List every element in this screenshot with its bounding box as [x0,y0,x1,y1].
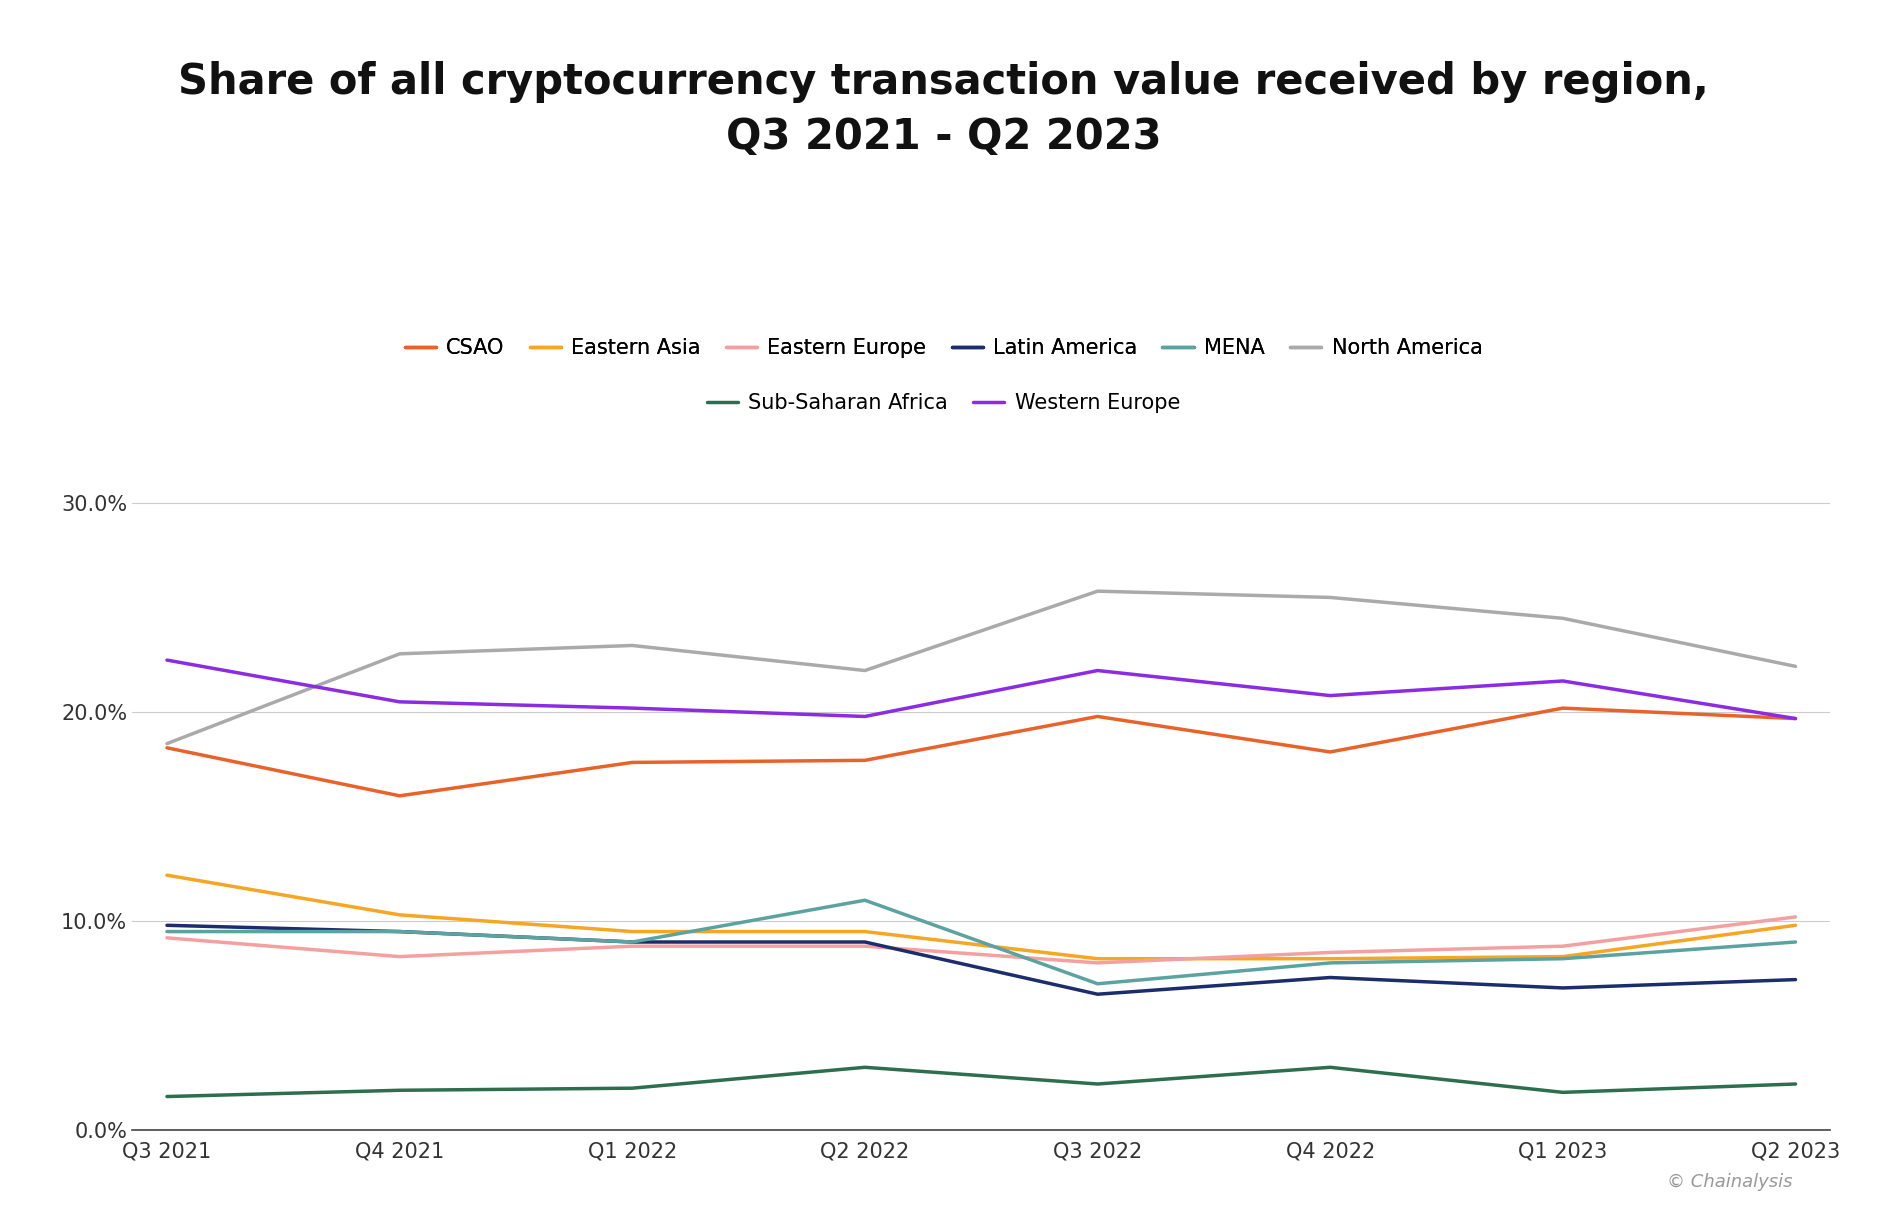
Latin America [853,934,876,949]
North America [621,638,643,652]
Latin America [1319,971,1342,985]
Eastern Europe [155,931,177,945]
Eastern Asia [1319,951,1342,966]
MENA [1319,955,1342,970]
CSAO [389,789,411,803]
CSAO [1551,701,1574,716]
Line: Eastern Europe: Eastern Europe [166,917,1796,962]
CSAO [621,755,643,770]
Eastern Europe [1087,955,1110,970]
Sub-Saharan Africa [1319,1059,1342,1074]
Eastern Europe [621,939,643,954]
North America [155,736,177,751]
Eastern Asia [853,925,876,939]
Line: MENA: MENA [166,900,1796,984]
Text: Share of all cryptocurrency transaction value received by region,
Q3 2021 - Q2 2: Share of all cryptocurrency transaction … [177,61,1710,158]
Western Europe [853,710,876,724]
Western Europe [1785,711,1808,725]
Sub-Saharan Africa [1551,1085,1574,1100]
Western Europe [389,695,411,710]
Eastern Asia [155,868,177,882]
Western Europe [1319,688,1342,702]
Eastern Europe [853,939,876,954]
CSAO [155,740,177,755]
MENA [1785,934,1808,949]
Legend: Sub-Saharan Africa, Western Europe: Sub-Saharan Africa, Western Europe [708,394,1179,413]
Eastern Asia [1551,949,1574,963]
North America [853,663,876,678]
Eastern Asia [1087,951,1110,966]
MENA [621,934,643,949]
CSAO [1087,710,1110,724]
Eastern Europe [1551,939,1574,954]
Western Europe [1551,673,1574,688]
Eastern Europe [389,949,411,963]
Line: Latin America: Latin America [166,926,1796,994]
Latin America [155,919,177,933]
Latin America [1785,972,1808,987]
CSAO [1785,711,1808,725]
Line: Western Europe: Western Europe [166,660,1796,718]
North America [389,646,411,661]
Sub-Saharan Africa [1087,1076,1110,1091]
Western Europe [621,701,643,716]
Sub-Saharan Africa [155,1089,177,1103]
CSAO [853,753,876,768]
Line: Sub-Saharan Africa: Sub-Saharan Africa [166,1067,1796,1096]
Line: CSAO: CSAO [166,708,1796,796]
Eastern Asia [1785,919,1808,933]
North America [1087,584,1110,599]
Eastern Europe [1785,910,1808,925]
North America [1319,590,1342,605]
Legend: CSAO, Eastern Asia, Eastern Europe, Latin America, MENA, North America: CSAO, Eastern Asia, Eastern Europe, Lati… [404,339,1483,358]
Sub-Saharan Africa [389,1083,411,1097]
MENA [389,925,411,939]
Eastern Asia [621,925,643,939]
North America [1551,611,1574,626]
MENA [155,925,177,939]
Text: © Chainalysis: © Chainalysis [1666,1172,1793,1191]
Sub-Saharan Africa [621,1081,643,1096]
Line: North America: North America [166,592,1796,744]
Latin America [1551,981,1574,995]
North America [1785,659,1808,673]
Latin America [621,934,643,949]
CSAO [1319,745,1342,759]
Sub-Saharan Africa [1785,1076,1808,1091]
Western Europe [155,652,177,667]
Line: Eastern Asia: Eastern Asia [166,875,1796,959]
Western Europe [1087,663,1110,678]
Eastern Asia [389,908,411,922]
Sub-Saharan Africa [853,1059,876,1074]
Latin America [389,925,411,939]
MENA [1087,977,1110,991]
Latin America [1087,987,1110,1001]
MENA [1551,951,1574,966]
MENA [853,893,876,908]
Eastern Europe [1319,945,1342,960]
